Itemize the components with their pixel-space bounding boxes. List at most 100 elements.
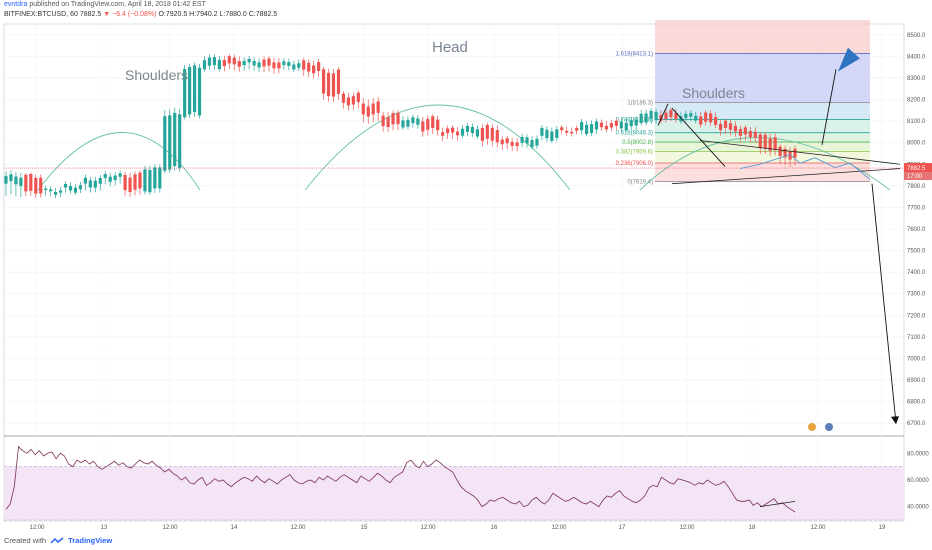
candle-body (594, 121, 599, 130)
candle-body (723, 120, 728, 128)
candle-body (307, 62, 311, 72)
candle-body (222, 59, 226, 67)
last-price: 7882.5 (79, 11, 102, 18)
candle-body (153, 167, 157, 189)
candle-body (788, 151, 792, 160)
head-label: Head (432, 39, 468, 56)
y-tick-label: 6800.0 (907, 400, 926, 406)
candle-body (743, 127, 747, 135)
candle-body (451, 127, 455, 133)
candle-body (475, 129, 480, 137)
x-tick-label: 13 (101, 525, 108, 531)
candle-body (748, 131, 752, 138)
breakdown-line (871, 183, 897, 424)
fib-label: 0.786(8107.8) (616, 117, 653, 123)
candle-body (570, 131, 574, 134)
candle-body (103, 174, 107, 178)
candle-body (217, 59, 221, 70)
fib-label: 0.236(7906.0) (616, 161, 653, 167)
rsi-tick-label: 80.0000 (907, 451, 929, 457)
candle-body (371, 103, 375, 115)
candle-body (609, 123, 613, 128)
candle-body (589, 124, 594, 134)
candle-body (629, 120, 633, 127)
candle-body (108, 176, 112, 182)
y-tick-label: 6900.0 (907, 378, 926, 384)
candle-body (272, 62, 276, 69)
x-tick-label: 12:00 (29, 525, 45, 531)
candle-body (411, 117, 415, 124)
shoulder-arc (304, 104, 571, 191)
candle-body (778, 146, 782, 157)
fib-zone (655, 102, 870, 120)
candle-body (247, 58, 251, 63)
candle-body (242, 60, 246, 66)
author-link[interactable]: evntdra (4, 1, 28, 8)
symbol-line: BITFINEX:BTCUSD, 60 7882.5 ▼ −6.4 (−0.08… (4, 10, 277, 20)
candle-body (227, 56, 231, 64)
candle-body (202, 60, 207, 70)
candle-body (24, 174, 28, 192)
candle-body (604, 125, 609, 130)
candle-body (545, 129, 549, 139)
candle-body (178, 114, 182, 169)
candle-body (530, 140, 534, 148)
candle-body (699, 116, 703, 125)
candle-body (34, 177, 38, 194)
arrow-down-1 (671, 107, 726, 167)
candle-body (336, 69, 341, 94)
candle-body (733, 125, 738, 132)
x-tick-label: 12:00 (420, 525, 436, 531)
candle-body (173, 112, 177, 167)
rsi-tick-label: 40.0000 (907, 505, 929, 511)
candle-body (490, 127, 494, 141)
x-tick-label: 12:00 (810, 525, 826, 531)
fib-retracement[interactable]: 1.618(8413.1) 1(8186.3) 0.786(8107.8) 0.618… (616, 20, 870, 186)
price-change: ▼ −6.4 (−0.08%) (103, 11, 157, 18)
candle-body (555, 129, 559, 138)
breakdown-arrowhead (891, 416, 899, 425)
candle-body (312, 65, 316, 74)
candle-body (302, 60, 306, 70)
candle-body (192, 65, 197, 113)
candle-body (704, 112, 708, 122)
fib-label: 0.618(8046.3) (616, 131, 653, 137)
candle-body (292, 64, 296, 70)
y-tick-label: 8500.0 (907, 33, 926, 39)
axes: 8500.08400.08300.08200.08100.08000.07900… (29, 33, 932, 531)
event-icon (825, 423, 833, 431)
candle-body (68, 186, 73, 191)
rsi-trend (759, 500, 796, 508)
fib-label: 1.618(8413.1) (616, 52, 653, 58)
candle-body (14, 176, 18, 185)
x-tick-label: 12:00 (290, 525, 306, 531)
candle-body (232, 57, 236, 65)
candle-body (525, 137, 529, 144)
candle-body (709, 113, 713, 123)
candle-body (326, 72, 331, 97)
candle-body (738, 129, 743, 136)
fib-zone (655, 162, 870, 182)
candle-body (138, 172, 142, 189)
projection-path (739, 154, 871, 180)
price-label-box (904, 163, 932, 173)
candle-body (535, 138, 539, 146)
candle-body (619, 121, 623, 129)
breakout-up-line (821, 69, 837, 145)
candle-body (257, 62, 261, 68)
rocket-icon (838, 47, 860, 72)
y-tick-label: 7000.0 (907, 356, 926, 362)
candle-body (416, 118, 420, 125)
candle-body (351, 96, 355, 105)
candle-body (158, 167, 162, 189)
tradingview-brand[interactable]: TradingView (68, 536, 113, 545)
footer: Created with TradingView (4, 536, 112, 545)
candle-body (29, 174, 33, 191)
candle-body (768, 138, 772, 151)
candle-body (500, 139, 504, 145)
fib-label: 1(8186.3) (627, 100, 653, 106)
rsi-pane (4, 445, 904, 521)
candle-body (207, 57, 212, 66)
candle-body (460, 128, 465, 136)
